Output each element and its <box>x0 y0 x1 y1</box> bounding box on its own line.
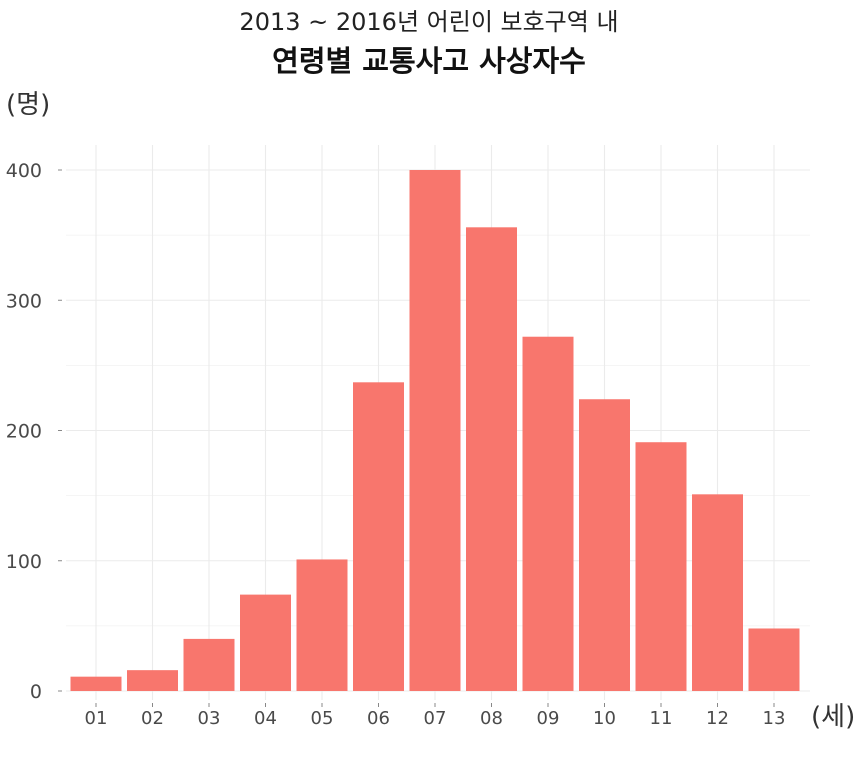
x-tick-label: 07 <box>424 708 447 729</box>
bar-07 <box>409 170 461 691</box>
x-axis-ticks: 01 02 03 04 05 06 07 08 09 10 11 12 13 <box>85 703 786 729</box>
x-tick-label: 11 <box>650 708 673 729</box>
y-axis-ticks: 0 100 200 300 400 <box>6 160 62 703</box>
chart-title: 2013 ~ 2016년 어린이 보호구역 내 <box>239 8 619 36</box>
y-tick-label: 400 <box>6 160 42 182</box>
bar-10 <box>579 399 630 691</box>
bar-02 <box>127 670 178 691</box>
x-tick-label: 03 <box>198 708 221 729</box>
bar-06 <box>353 382 404 691</box>
bar-09 <box>522 336 574 691</box>
x-axis-unit-label: (세) <box>811 702 856 732</box>
y-tick-label: 0 <box>30 681 42 703</box>
bars <box>70 170 800 691</box>
y-tick-label: 200 <box>6 421 42 443</box>
bar-01 <box>70 676 122 691</box>
x-tick-label: 05 <box>311 708 334 729</box>
y-tick-label: 100 <box>6 551 42 573</box>
x-tick-label: 13 <box>763 708 786 729</box>
x-tick-label: 09 <box>537 708 560 729</box>
bar-05 <box>296 559 348 691</box>
bar-11 <box>635 442 687 691</box>
bar-04 <box>240 594 291 691</box>
x-tick-label: 10 <box>593 708 616 729</box>
bar-13 <box>748 628 800 691</box>
x-tick-label: 02 <box>141 708 164 729</box>
bar-03 <box>183 638 235 691</box>
x-tick-label: 12 <box>706 708 729 729</box>
bar-12 <box>692 494 743 691</box>
bar-08 <box>466 227 517 691</box>
chart-subtitle: 연령별 교통사고 사상자수 <box>272 44 586 78</box>
x-tick-label: 08 <box>480 708 503 729</box>
x-tick-label: 06 <box>367 708 390 729</box>
y-axis-unit-label: (명) <box>6 90 51 120</box>
y-tick-label: 300 <box>6 290 42 312</box>
x-tick-label: 04 <box>254 708 277 729</box>
x-tick-label: 01 <box>85 708 108 729</box>
